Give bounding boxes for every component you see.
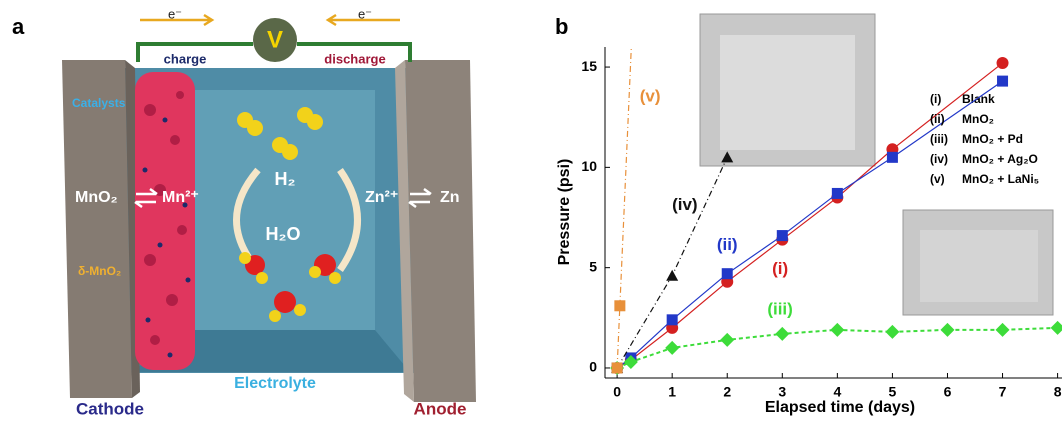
legend-name: MnO₂ + Pd bbox=[962, 132, 1023, 146]
y-tick-label: 0 bbox=[589, 359, 597, 375]
marker bbox=[940, 323, 954, 337]
catalyst-layer bbox=[135, 72, 195, 370]
species-label: Zn²⁺ bbox=[365, 189, 398, 206]
marker bbox=[830, 323, 844, 337]
x-tick-label: 6 bbox=[944, 384, 952, 400]
species-label: Zn bbox=[440, 189, 460, 206]
y-tick-label: 10 bbox=[581, 158, 597, 174]
trend-extension bbox=[620, 47, 631, 306]
cathode-plate bbox=[62, 60, 132, 398]
y-tick-label: 5 bbox=[589, 258, 597, 274]
marker bbox=[832, 188, 843, 199]
marker bbox=[996, 323, 1010, 337]
panel-label: a bbox=[12, 14, 25, 39]
y-tick-label: 15 bbox=[581, 58, 597, 74]
species-label: Mn²⁺ bbox=[162, 189, 199, 206]
x-tick-label: 2 bbox=[723, 384, 731, 400]
marker bbox=[885, 325, 899, 339]
legend-label: (iii) bbox=[930, 132, 948, 146]
electron-label: e⁻ bbox=[168, 6, 182, 21]
water-label: H₂O bbox=[266, 224, 301, 244]
discharge-label: discharge bbox=[324, 51, 385, 66]
marker bbox=[666, 270, 678, 281]
marker bbox=[775, 327, 789, 341]
delta-mno2-label: δ-MnO₂ bbox=[78, 264, 121, 278]
marker bbox=[722, 268, 733, 279]
marker bbox=[612, 362, 623, 373]
anode-plate bbox=[405, 60, 476, 402]
gas-label: H₂ bbox=[275, 169, 296, 189]
x-axis-label: Elapsed time (days) bbox=[765, 399, 915, 416]
cathode-label: Cathode bbox=[76, 399, 144, 418]
x-tick-label: 1 bbox=[668, 384, 676, 400]
y-axis-label: Pressure (psi) bbox=[556, 159, 573, 266]
legend-name: MnO₂ bbox=[962, 112, 994, 126]
marker bbox=[777, 230, 788, 241]
marker bbox=[1051, 321, 1062, 335]
legend-name: MnO₂ + Ag₂O bbox=[962, 152, 1038, 166]
series-label: (iii) bbox=[767, 299, 793, 318]
electrolyte-label: Electrolyte bbox=[234, 375, 316, 392]
series-label: (v) bbox=[640, 87, 661, 106]
x-tick-label: 3 bbox=[778, 384, 786, 400]
charge-label: charge bbox=[164, 51, 207, 66]
marker bbox=[887, 152, 898, 163]
marker bbox=[720, 333, 734, 347]
meter-label: V bbox=[267, 26, 283, 53]
electron-label: e⁻ bbox=[358, 6, 372, 21]
species-label: MnO₂ bbox=[75, 189, 118, 206]
panel-label: b bbox=[555, 14, 568, 39]
x-tick-label: 8 bbox=[1054, 384, 1062, 400]
legend-label: (i) bbox=[930, 92, 941, 106]
x-tick-label: 0 bbox=[613, 384, 621, 400]
legend-name: MnO₂ + LaNi₅ bbox=[962, 172, 1039, 186]
series-label: (i) bbox=[772, 259, 788, 278]
legend-label: (iv) bbox=[930, 152, 948, 166]
series-label: (ii) bbox=[717, 235, 738, 254]
x-tick-label: 7 bbox=[999, 384, 1007, 400]
pouch bbox=[920, 230, 1038, 302]
figure: a e⁻ e⁻ V charge discharge Catalysts MnO… bbox=[0, 0, 1062, 423]
marker bbox=[997, 57, 1009, 69]
legend-label: (ii) bbox=[930, 112, 945, 126]
x-tick-label: 4 bbox=[833, 384, 841, 400]
x-tick-label: 5 bbox=[889, 384, 897, 400]
legend-label: (v) bbox=[930, 172, 945, 186]
catalysts-label: Catalysts bbox=[72, 96, 126, 110]
series-label: (iv) bbox=[672, 195, 698, 214]
anode-label: Anode bbox=[414, 399, 467, 418]
marker bbox=[614, 300, 625, 311]
pouch bbox=[720, 35, 855, 150]
series-line bbox=[617, 157, 727, 368]
marker bbox=[997, 76, 1008, 87]
series-line bbox=[617, 306, 620, 368]
marker bbox=[665, 341, 679, 355]
legend-name: Blank bbox=[962, 92, 995, 106]
marker bbox=[667, 314, 678, 325]
cell-schematic bbox=[62, 15, 476, 402]
